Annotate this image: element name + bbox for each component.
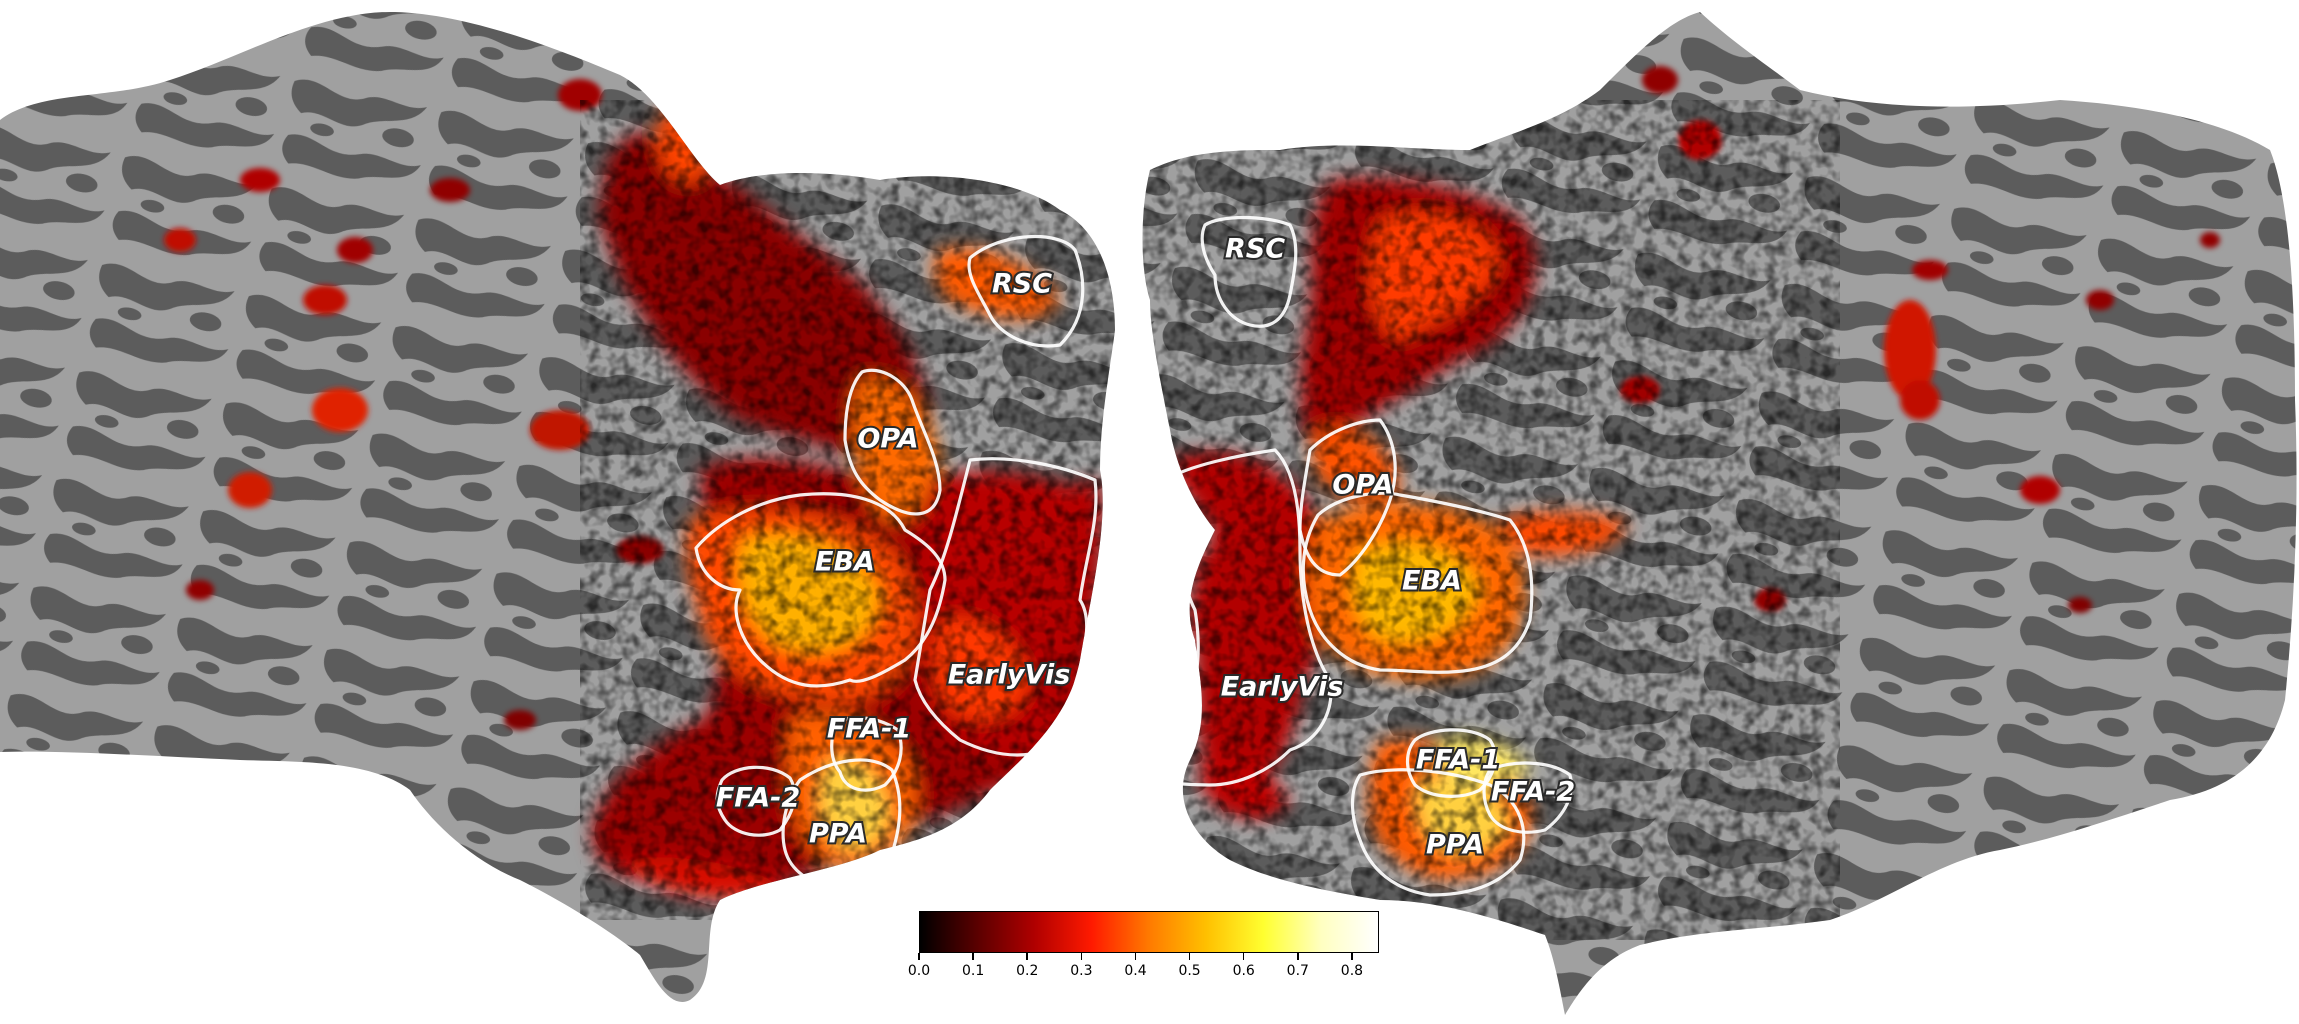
colorbar-tick (1134, 953, 1137, 960)
colorbar-tick-label: 0.0 (907, 963, 931, 979)
colorbar-tick-label: 0.1 (961, 963, 985, 979)
colorbar-tick (972, 953, 974, 960)
speckle-right (1142, 100, 1840, 940)
roi-label-right-rsc: RSC (1225, 234, 1285, 265)
roi-label-right-eba: EBA (1402, 566, 1462, 597)
colorbar (919, 911, 1379, 953)
roi-outlines-right (1138, 215, 1573, 897)
colorbar-tick (1188, 953, 1191, 960)
roi-label-right-ffa2: FFA-2 (1491, 777, 1575, 808)
colorbar-tick (1080, 953, 1083, 960)
roi-label-right-ppa: PPA (1426, 830, 1484, 861)
roi-label-right-earlyvis: EarlyVis (1221, 672, 1344, 703)
roi-label-right-ffa1: FFA-1 (1416, 745, 1500, 776)
right-hemisphere: RSC OPA EBA EarlyVis FFA-1 FFA-2 PPA (1138, 12, 2297, 1015)
roi-label-left-rsc: RSC (992, 269, 1052, 300)
roi-outlines-left (694, 235, 1098, 892)
roi-label-left-ffa1: FFA-1 (827, 714, 911, 745)
colorbar-tick-label: 0.5 (1178, 963, 1201, 979)
colorbar-tick-label: 0.3 (1070, 963, 1093, 979)
colorbar-ticks: 0.0 0.1 0.2 0.3 0.4 0.5 0.6 0.7 0.8 (908, 953, 1379, 987)
roi-label-left-ppa: PPA (809, 819, 867, 850)
roi-label-left-ffa2: FFA-2 (716, 783, 800, 814)
colorbar-tick (1242, 953, 1245, 960)
colorbar-tick (1026, 953, 1028, 960)
roi-labels-right: RSC OPA EBA EarlyVis FFA-1 FFA-2 PPA (1219, 232, 1577, 863)
roi-label-left-opa: OPA (857, 424, 918, 455)
colorbar-tick-label: 0.4 (1124, 963, 1147, 979)
left-hemisphere: RSC OPA EBA EarlyVis FFA-1 FFA-2 PPA (0, 11, 1115, 1002)
colorbar-tick (1297, 953, 1299, 960)
speckle-left (580, 100, 1115, 920)
colorbar-tick (1351, 953, 1353, 960)
colorbar-tick-label: 0.2 (1016, 963, 1039, 979)
colorbar-tick-label: 0.6 (1232, 963, 1255, 979)
roi-label-left-earlyvis: EarlyVis (948, 660, 1071, 691)
colorbar-tick-label: 0.8 (1340, 963, 1364, 979)
roi-label-left-eba: EBA (815, 547, 875, 578)
colorbar-tick-label: 0.7 (1286, 963, 1309, 979)
colorbar-tick (918, 953, 920, 960)
roi-labels-left: RSC OPA EBA EarlyVis FFA-1 FFA-2 PPA (714, 267, 1072, 852)
roi-label-right-opa: OPA (1332, 470, 1393, 501)
